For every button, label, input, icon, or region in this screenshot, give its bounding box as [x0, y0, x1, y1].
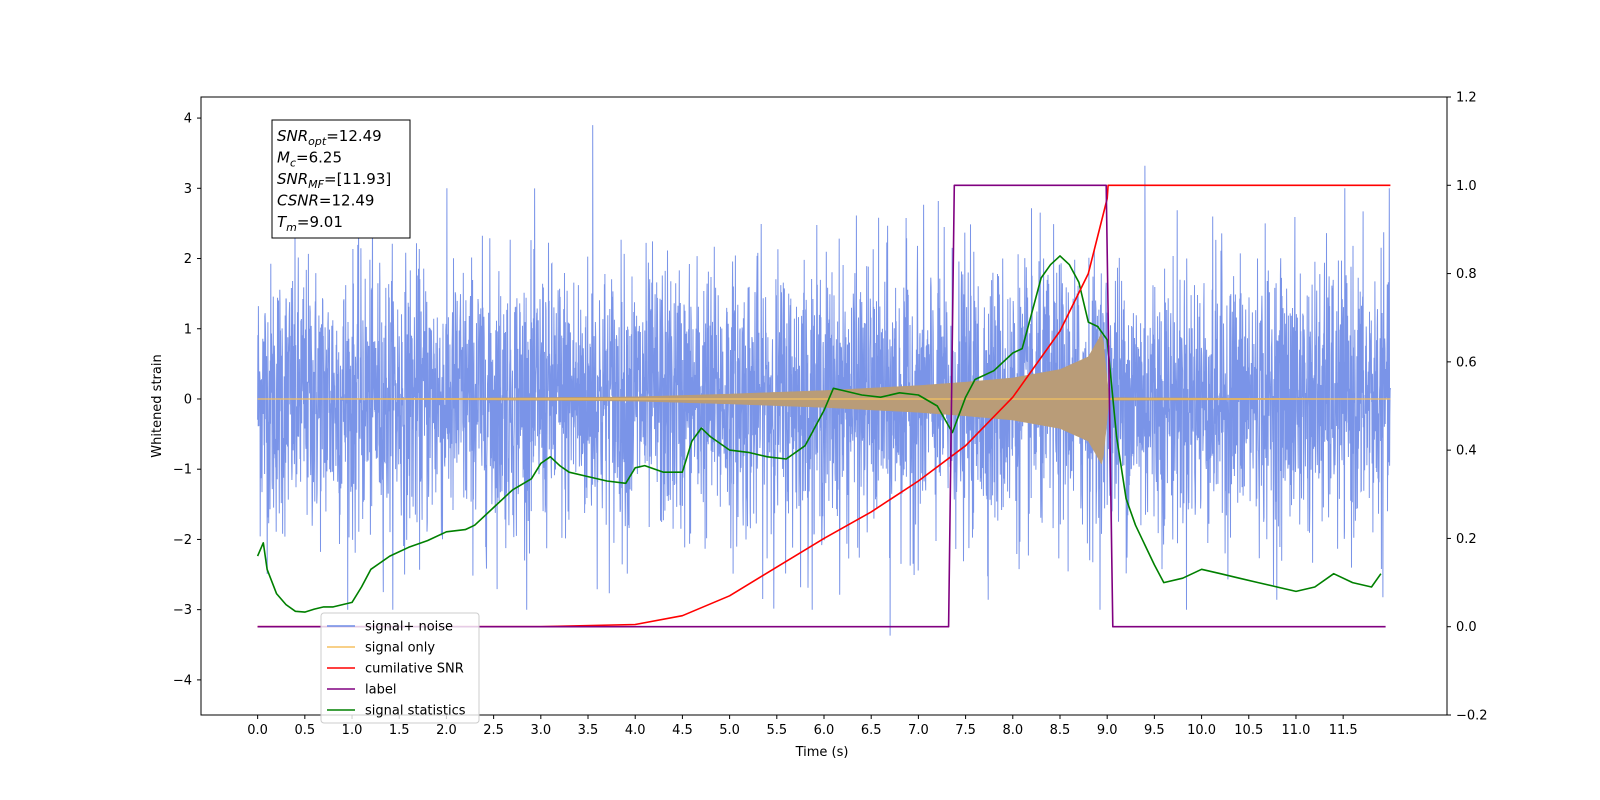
legend-label: signal only	[365, 641, 435, 656]
x-tick-label: 9.5	[1144, 723, 1165, 738]
x-tick-label: 7.5	[955, 723, 976, 738]
info-box-line: SNRMF=[11.93]	[277, 170, 391, 191]
x-tick-label: 5.5	[766, 723, 787, 738]
x-tick-label: 3.5	[578, 723, 599, 738]
x-tick-label: 8.0	[1002, 723, 1023, 738]
y-right-tick-label: 0.0	[1456, 620, 1477, 635]
plot-area	[256, 125, 1391, 636]
info-box-line: SNRopt=12.49	[277, 127, 382, 148]
x-axis-label: Time (s)	[795, 745, 849, 760]
noise-layer	[257, 125, 1391, 636]
info-box-line: CSNR=12.49	[277, 192, 374, 210]
legend-label: signal+ noise	[365, 620, 453, 635]
y-right-tick-label: 1.0	[1456, 179, 1477, 194]
x-tick-label: 11.5	[1329, 723, 1358, 738]
y-tick-label: 0	[184, 392, 192, 407]
x-tick-label: 1.0	[342, 723, 363, 738]
y-tick-label: −3	[173, 603, 192, 618]
y-axis-label: Whitened strain	[150, 354, 165, 457]
x-tick-label: 5.0	[719, 723, 740, 738]
x-tick-label: 10.5	[1234, 723, 1263, 738]
legend-label: signal statistics	[365, 704, 466, 719]
x-tick-label: 7.0	[908, 723, 929, 738]
lines-layer	[256, 184, 1391, 628]
x-tick-label: 9.0	[1097, 723, 1118, 738]
info-box: SNRopt=12.49Mc=6.25SNRMF=[11.93]CSNR=12.…	[271, 119, 411, 239]
y-tick-label: −1	[173, 463, 192, 478]
series-cumilative-snr-line	[257, 184, 1391, 628]
info-box-line: Mc=6.25	[277, 149, 342, 170]
y-tick-label: −4	[173, 673, 192, 688]
legend-frame	[320, 612, 480, 724]
x-tick-label: 0.5	[294, 723, 315, 738]
x-tick-label: 2.5	[483, 723, 504, 738]
x-tick-label: 8.5	[1050, 723, 1071, 738]
y-right-tick-label: −0.2	[1456, 709, 1488, 724]
y-tick-label: 1	[184, 322, 192, 337]
info-box-frame	[271, 119, 411, 239]
y-right-tick-label: 0.4	[1456, 444, 1477, 459]
y-axis-left: 4 3 2 1 0 −1 −2 −3 −4	[173, 112, 201, 688]
x-tick-label: 0.0	[247, 723, 268, 738]
y-tick-label: 3	[184, 182, 192, 197]
y-right-tick-label: 0.6	[1456, 355, 1477, 370]
series-label-line	[257, 184, 1386, 628]
legend-label: cumilative SNR	[365, 662, 464, 677]
series-signal-noise-line	[257, 125, 1391, 636]
x-axis: 0.0 0.5 1.0 1.5 2.0 2.5 3.0 3.5 4.0 4.5 5.0 5.5 6.0 6…	[247, 715, 1358, 738]
x-tick-label: 6.0	[814, 723, 835, 738]
y-tick-label: 4	[184, 112, 192, 127]
y-right-tick-label: 1.2	[1456, 91, 1477, 106]
signal-layer	[257, 333, 1391, 465]
x-tick-label: 4.0	[625, 723, 646, 738]
series-signal-statistics-line	[256, 255, 1382, 613]
y-axis-right: 1.2 1.0 0.8 0.6 0.4 0.2 0.0 −0.2	[1447, 91, 1488, 724]
y-right-tick-label: 0.8	[1456, 267, 1477, 282]
x-tick-label: 11.0	[1281, 723, 1310, 738]
x-tick-label: 1.5	[389, 723, 410, 738]
x-tick-label: 6.5	[861, 723, 882, 738]
y-tick-label: 2	[184, 252, 192, 267]
x-tick-label: 10.0	[1187, 723, 1216, 738]
y-tick-label: −2	[173, 533, 192, 548]
y-right-tick-label: 0.2	[1456, 532, 1477, 547]
info-box-line: Tm=9.01	[277, 213, 343, 234]
x-tick-label: 4.5	[672, 723, 693, 738]
legend: signal+ noise signal only cumilative SNR la…	[320, 612, 480, 724]
x-tick-label: 3.0	[530, 723, 551, 738]
legend-label: label	[365, 683, 396, 698]
x-tick-label: 2.0	[436, 723, 457, 738]
